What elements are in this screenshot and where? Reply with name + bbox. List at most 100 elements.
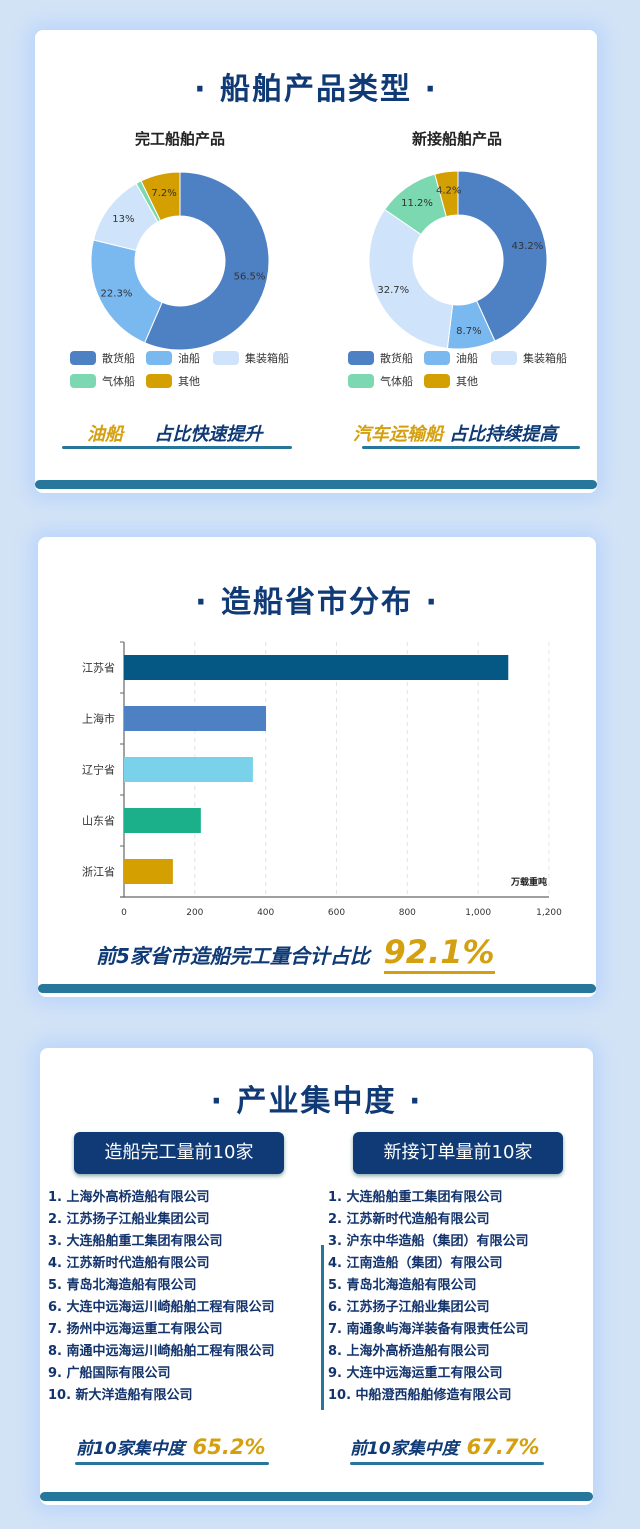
donut-data-label: 22.3%: [101, 289, 133, 300]
company-list-item: 2. 江苏新时代造船有限公司: [328, 1212, 490, 1227]
legend-label: 油船: [456, 352, 478, 365]
conc-label: 前10家集中度: [76, 1439, 185, 1459]
company-list-item: 10. 中船澄西船舶修造有限公司: [328, 1388, 512, 1403]
legend-label: 其他: [456, 375, 478, 388]
y-category-label: 辽宁省: [82, 763, 115, 777]
donut-chart-new: 43.2% 8.7% 32.7% 11.2%4.2%: [368, 170, 548, 350]
pie-title-completed: 完工船舶产品: [134, 130, 225, 148]
x-tick-label: 600: [328, 908, 345, 918]
unit-label: 万载重吨: [510, 876, 547, 888]
x-tick-label: 400: [257, 908, 274, 918]
bar: [124, 808, 201, 833]
company-list-item: 3. 沪东中华造船（集团）有限公司: [328, 1234, 529, 1249]
y-category-label: 浙江省: [82, 866, 115, 879]
industry-concentration-card: · 产业集中度 · 造船完工量前10家 新接订单量前10家 1. 上海外高桥造船…: [40, 1048, 593, 1505]
legend-swatch: [348, 374, 374, 388]
divider: [321, 1245, 324, 1410]
legend-swatch: [146, 374, 172, 388]
card-bottom-bar: [35, 480, 597, 489]
legend-swatch: [70, 374, 96, 388]
company-list-item: 2. 江苏扬子江船业集团公司: [48, 1212, 210, 1227]
highlight-right-text: 占比持续提高: [449, 424, 558, 445]
legend-label: 其他: [178, 375, 200, 388]
legend-label: 集装箱船: [245, 352, 289, 365]
banner-completed-top10: 造船完工量前10家: [74, 1132, 284, 1174]
legend-item: 其他: [146, 373, 200, 389]
underline: [350, 1462, 544, 1465]
company-list-item: 6. 江苏扬子江船业集团公司: [328, 1300, 490, 1315]
donut-data-label: 4.2%: [436, 186, 461, 197]
legend-label: 集装箱船: [523, 352, 567, 365]
highlight-right-keyword: 汽车运输船: [353, 424, 443, 445]
bar: [124, 706, 267, 731]
highlight-left-text: 占比快速提升: [154, 424, 263, 445]
x-tick-label: 800: [399, 908, 416, 918]
legend-item: 集装箱船: [491, 350, 567, 366]
donut-slice: [457, 170, 548, 342]
underline: [75, 1462, 269, 1465]
legend-label: 油船: [178, 352, 200, 365]
province-bar-chart: 0 200 400 600 800 1,000 1,200 江苏省上海市辽宁省山东省浙江省万载…: [82, 641, 562, 918]
legend-swatch: [146, 351, 172, 365]
legend-swatch: [424, 351, 450, 365]
bar: [124, 655, 509, 680]
section-title: · 船舶产品类型 ·: [194, 72, 438, 107]
y-category-label: 山东省: [82, 815, 115, 828]
donut-slice: [143, 171, 270, 351]
donut-slice: [140, 171, 181, 222]
legend-swatch: [424, 374, 450, 388]
summary: 前5家省市造船完工量合计占比 92.1%: [96, 933, 495, 974]
donut-data-label: 43.2%: [511, 241, 543, 252]
company-list-item: 5. 青岛北海造船有限公司: [328, 1278, 477, 1293]
legend-new: 散货船 油船 集装箱船气体船 其他: [348, 350, 598, 395]
concentration-left: 前10家集中度 65.2%: [76, 1434, 266, 1459]
company-list-item: 5. 青岛北海造船有限公司: [48, 1278, 197, 1293]
donut-data-label: 7.2%: [151, 188, 176, 199]
highlight-left: 油船 占比快速提升: [87, 420, 262, 446]
x-tick-label: 0: [121, 908, 127, 918]
donut-data-label: 11.2%: [401, 198, 433, 209]
company-list-item: 9. 大连中远海运重工有限公司: [328, 1366, 503, 1381]
highlight-left-keyword: 油船: [87, 424, 123, 445]
legend-label: 气体船: [102, 375, 135, 388]
legend-swatch: [70, 351, 96, 365]
legend-item: 散货船: [348, 350, 413, 366]
company-list-item: 7. 南通象屿海洋装备有限责任公司: [328, 1322, 529, 1337]
legend-label: 散货船: [102, 352, 135, 365]
legend-label: 气体船: [380, 375, 413, 388]
province-distribution-card: · 造船省市分布 · 0 200 400 600 800 1,000 1,200 江苏省 上海市…: [38, 537, 596, 997]
company-list-item: 8. 上海外高桥造船有限公司: [328, 1344, 490, 1359]
summary-value: 92.1%: [383, 933, 495, 974]
legend-item: 其他: [424, 373, 478, 389]
completed-top10-list: 1. 上海外高桥造船有限公司 2. 江苏扬子江船业集团公司 3. 大连船舶重工集团有…: [48, 1187, 275, 1407]
company-list-item: 8. 南通中远海运川崎船舶工程有限公司: [48, 1344, 275, 1359]
company-list-item: 7. 扬州中远海运重工有限公司: [48, 1322, 223, 1337]
card-bottom-bar: [38, 984, 596, 993]
donut-chart-completed: 56.5% 22.3% 13% 7.2%: [90, 171, 270, 351]
underline: [62, 446, 292, 449]
donut-data-label: 8.7%: [456, 326, 481, 337]
x-tick-label: 1,200: [536, 908, 562, 918]
company-list-item: 10. 新大洋造船有限公司: [48, 1388, 193, 1403]
x-tick-label: 1,000: [465, 908, 491, 918]
y-category-label: 上海市: [82, 712, 115, 726]
donut-slice: [368, 208, 454, 349]
legend-swatch: [491, 351, 517, 365]
legend-item: 气体船: [70, 373, 135, 389]
company-list-item: 1. 上海外高桥造船有限公司: [48, 1190, 210, 1205]
bar: [124, 859, 173, 884]
section-title: · 造船省市分布 ·: [195, 585, 439, 620]
company-list-item: 9. 广船国际有限公司: [48, 1366, 171, 1381]
legend-swatch: [348, 351, 374, 365]
company-list-item: 4. 江苏新时代造船有限公司: [48, 1256, 210, 1271]
donut-slice: [434, 170, 459, 218]
donut-data-label: 56.5%: [234, 271, 266, 282]
summary-text: 前5家省市造船完工量合计占比: [96, 944, 370, 968]
company-list-item: 4. 江南造船（集团）有限公司: [328, 1256, 503, 1271]
pie-title-new: 新接船舶产品: [411, 130, 502, 148]
x-tick-label: 200: [186, 908, 203, 918]
legend-item: 气体船: [348, 373, 413, 389]
new-orders-top10-list: 1. 大连船舶重工集团有限公司 2. 江苏新时代造船有限公司 3. 沪东中华造船（集…: [328, 1187, 529, 1407]
legend-item: 集装箱船: [213, 350, 289, 366]
legend-item: 油船: [424, 350, 478, 366]
